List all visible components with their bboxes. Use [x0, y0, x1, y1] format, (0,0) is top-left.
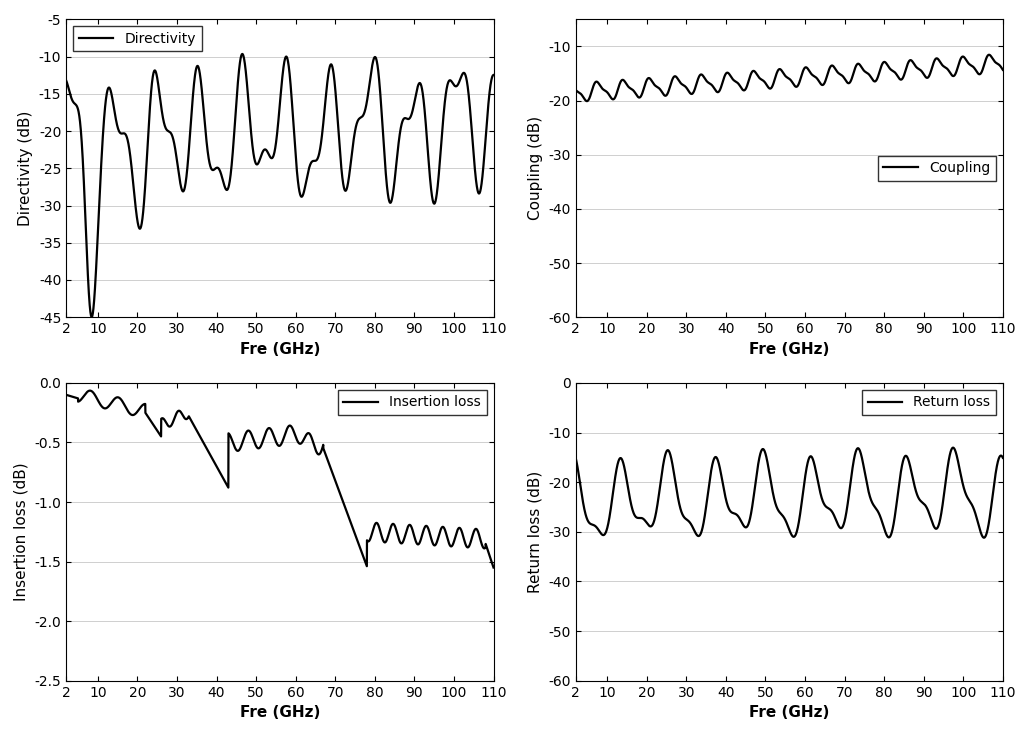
- X-axis label: Fre (GHz): Fre (GHz): [240, 341, 320, 357]
- X-axis label: Fre (GHz): Fre (GHz): [749, 705, 829, 720]
- X-axis label: Fre (GHz): Fre (GHz): [240, 705, 320, 720]
- Y-axis label: Insertion loss (dB): Insertion loss (dB): [13, 462, 29, 601]
- Legend: Coupling: Coupling: [878, 156, 996, 181]
- Y-axis label: Coupling (dB): Coupling (dB): [527, 116, 543, 220]
- Legend: Directivity: Directivity: [73, 26, 202, 51]
- X-axis label: Fre (GHz): Fre (GHz): [749, 341, 829, 357]
- Legend: Insertion loss: Insertion loss: [338, 390, 486, 415]
- Y-axis label: Return loss (dB): Return loss (dB): [527, 470, 543, 593]
- Y-axis label: Directivity (dB): Directivity (dB): [19, 111, 33, 226]
- Legend: Return loss: Return loss: [862, 390, 996, 415]
